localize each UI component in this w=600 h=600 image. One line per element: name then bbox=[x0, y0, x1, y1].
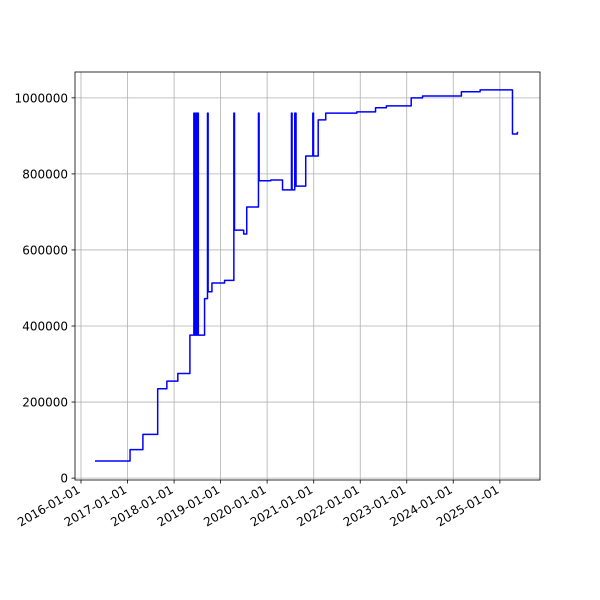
data-line bbox=[95, 89, 519, 462]
y-tick-label: 200000 bbox=[22, 396, 68, 410]
y-tick-label: 400000 bbox=[22, 320, 68, 334]
y-tick-label: 1000000 bbox=[15, 91, 68, 105]
y-tick-label: 600000 bbox=[22, 243, 68, 257]
plot-frame bbox=[74, 71, 541, 481]
y-tick-label: 800000 bbox=[22, 167, 68, 181]
y-tick-label: 0 bbox=[60, 472, 68, 486]
